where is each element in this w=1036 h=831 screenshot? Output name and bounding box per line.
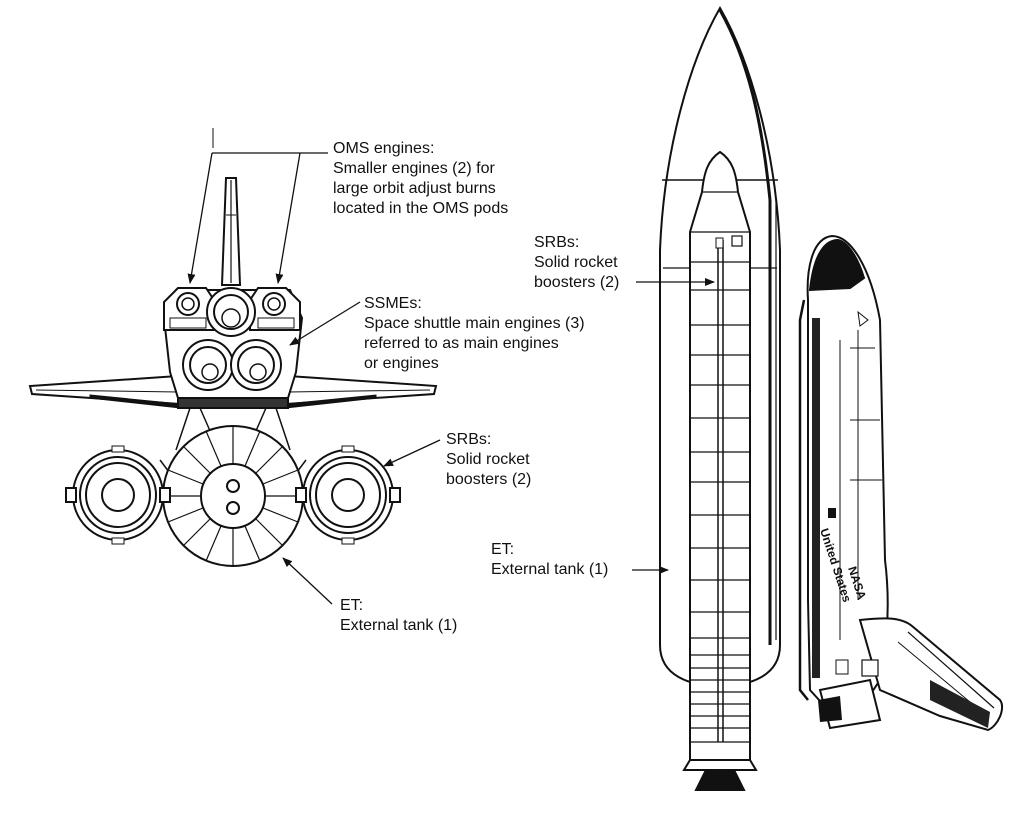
srb-rear-line2: boosters (2) — [446, 471, 532, 488]
srb-side-line1: Solid rocket — [534, 254, 618, 271]
leader-lines-side — [632, 278, 715, 574]
ssme-arrow — [289, 301, 361, 346]
srb-side-label: SRBs: Solid rocket boosters (2) — [534, 233, 619, 293]
oms-pod-right — [249, 287, 301, 331]
side-view: United States NASA — [659, 5, 1004, 791]
leader-lines-rear — [187, 128, 441, 605]
ssme-title: SSMEs: — [364, 295, 422, 312]
et-side-line1: External tank (1) — [491, 561, 609, 578]
ssme-label: SSMEs: Space shuttle main engines (3) re… — [364, 294, 585, 374]
et-rear-title: ET: — [340, 597, 364, 614]
srb-side-title: SRBs: — [534, 234, 580, 251]
et-side-title: ET: — [491, 541, 515, 558]
oms-engines-label: OMS engines: Smaller engines (2) for lar… — [333, 139, 508, 219]
oms-title: OMS engines: — [333, 140, 435, 157]
vertical-tail — [220, 177, 242, 286]
srb-segments — [690, 261, 750, 743]
srb-rear-left — [65, 445, 171, 545]
et-rear-arrow — [282, 557, 333, 605]
orbiter-side — [798, 234, 1004, 732]
ssme-line1: Space shuttle main engines (3) — [364, 315, 585, 332]
ssme-right — [230, 339, 282, 391]
et-rear — [162, 425, 304, 567]
oms-right-arrow — [275, 152, 301, 284]
oms-line3: located in the OMS pods — [333, 200, 509, 217]
ssme-line3: or engines — [364, 355, 439, 372]
ssme-left — [182, 339, 234, 391]
srb-side-line2: boosters (2) — [534, 274, 620, 291]
oms-line1: Smaller engines (2) for — [333, 160, 495, 177]
oms-line2: large orbit adjust burns — [333, 180, 496, 197]
et-rear-label: ET: External tank (1) — [340, 596, 457, 636]
srb-rear-line1: Solid rocket — [446, 451, 530, 468]
et-rear-line1: External tank (1) — [340, 617, 458, 634]
rear-view — [28, 177, 438, 567]
srb-rear-arrow — [383, 439, 441, 467]
srb-side — [682, 150, 758, 791]
et-side-label: ET: External tank (1) — [491, 540, 608, 580]
ssme-top — [206, 287, 256, 337]
srb-rear-label: SRBs: Solid rocket boosters (2) — [446, 430, 531, 490]
ssme-line2: referred to as main engines — [364, 335, 559, 352]
orbiter-wings — [28, 374, 438, 409]
srb-rear-right — [295, 445, 401, 545]
srb-rear-title: SRBs: — [446, 431, 492, 448]
oms-left-arrow — [187, 152, 213, 284]
